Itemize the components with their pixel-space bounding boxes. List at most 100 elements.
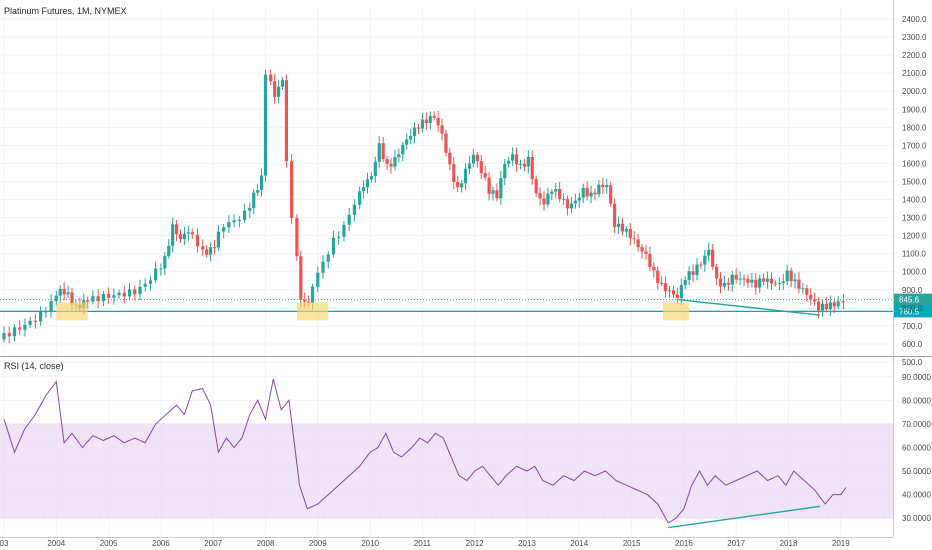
price-tick-label: 2400.0 [902, 15, 927, 24]
candle-body [609, 185, 613, 204]
candle-body [107, 294, 111, 298]
rsi-tick-label: 40.0000 [902, 491, 931, 500]
rsi-line [3, 378, 847, 524]
chart-title: Platinum Futures, 1M, NYMEX [4, 6, 127, 16]
candle-body [573, 200, 577, 204]
candle-body [295, 217, 299, 257]
highlight-box [296, 302, 329, 321]
time-tick-label: 2015 [623, 539, 641, 548]
price-tick-label: 1100.0 [902, 250, 926, 259]
candle-body [86, 300, 90, 302]
candle-body [389, 163, 393, 167]
candle-body [91, 296, 95, 302]
overlays: 845.6 780.5 [0, 293, 932, 321]
candle-body [542, 198, 546, 205]
candle-body [762, 278, 766, 282]
price-tick-label: 2200.0 [902, 51, 927, 60]
candle-body [347, 214, 351, 225]
candle-body [789, 270, 793, 282]
candle-body [117, 292, 121, 296]
time-tick-label: 2010 [361, 539, 379, 548]
candle-body [352, 204, 357, 215]
highlight-box [56, 302, 88, 321]
candle-body [342, 224, 346, 237]
candle-body [444, 133, 448, 153]
candle-body [66, 292, 70, 295]
candle-body [393, 157, 397, 167]
candle-body [577, 197, 581, 201]
candle-body [101, 294, 105, 302]
price-tick-label: 2300.0 [902, 33, 927, 42]
candle-body [679, 285, 683, 299]
candle-body [49, 301, 53, 312]
candle-body [456, 181, 460, 188]
candle-body [190, 232, 194, 235]
candle-body [785, 270, 789, 282]
candle-body [597, 184, 601, 195]
highlight-box [662, 302, 690, 321]
candle-body [797, 279, 801, 289]
last-price-tag: 845.6 [894, 293, 932, 306]
candle-body [475, 154, 479, 162]
candle-body [530, 156, 534, 180]
candle-body [310, 286, 315, 303]
candle-body [436, 117, 440, 126]
last-price-tag-text: 845.6 [899, 296, 920, 305]
candle-body [186, 232, 190, 234]
candle-body [746, 279, 750, 283]
price-tick-label: 900.0 [902, 286, 923, 295]
candle-body [534, 179, 538, 194]
price-tick-label: 500.0 [902, 358, 923, 367]
candle-body [558, 189, 562, 200]
candle-body [54, 295, 58, 302]
candle-body [33, 320, 37, 322]
candle-body [174, 224, 179, 235]
candle-body [620, 223, 625, 232]
candle-body [7, 332, 11, 337]
candle-body [463, 168, 468, 184]
price-tick-label: 1800.0 [902, 123, 927, 132]
candle-body [667, 290, 672, 292]
candle-body [841, 301, 846, 303]
candle-body [691, 271, 695, 275]
candle-body [448, 152, 452, 165]
candle-body [416, 127, 421, 129]
candle-body [585, 187, 589, 197]
candle-body [624, 228, 628, 232]
candle-body [518, 163, 523, 165]
candle-body [96, 296, 100, 302]
time-tick-label: 2011 [414, 539, 432, 548]
candle-body [699, 264, 703, 266]
candle-body [167, 245, 171, 256]
candle-body [182, 233, 187, 240]
candle-body [303, 299, 307, 302]
candle-body [337, 236, 341, 238]
candle-body [816, 301, 821, 311]
candle-body [428, 115, 432, 124]
support-tag-text: 780.5 [899, 307, 920, 316]
candle-body [663, 283, 668, 292]
time-tick-label: 2007 [204, 539, 222, 548]
time-tick-label: 2004 [47, 539, 65, 548]
candle-body [321, 261, 325, 273]
candle-body [754, 279, 758, 288]
candle-body [385, 159, 389, 164]
rsi-tick-label: 90.0000 [902, 373, 931, 382]
candle-body [711, 249, 715, 267]
rsi-title: RSI (14, close) [4, 361, 64, 371]
price-tick-label: 1500.0 [902, 177, 927, 186]
time-tick-label: 2008 [257, 539, 275, 548]
candle-body [369, 176, 374, 180]
candle-body [331, 237, 336, 255]
time-tick-label: 2005 [100, 539, 118, 548]
price-tick-label: 1600.0 [902, 159, 927, 168]
candle-body [683, 279, 687, 286]
candle-body [687, 271, 691, 280]
candle-body [491, 190, 495, 194]
candle-body [593, 192, 597, 195]
time-tick-label: 2018 [780, 539, 798, 548]
rsi-tick-label: 80.0000 [902, 396, 931, 405]
candle-body [589, 192, 593, 197]
